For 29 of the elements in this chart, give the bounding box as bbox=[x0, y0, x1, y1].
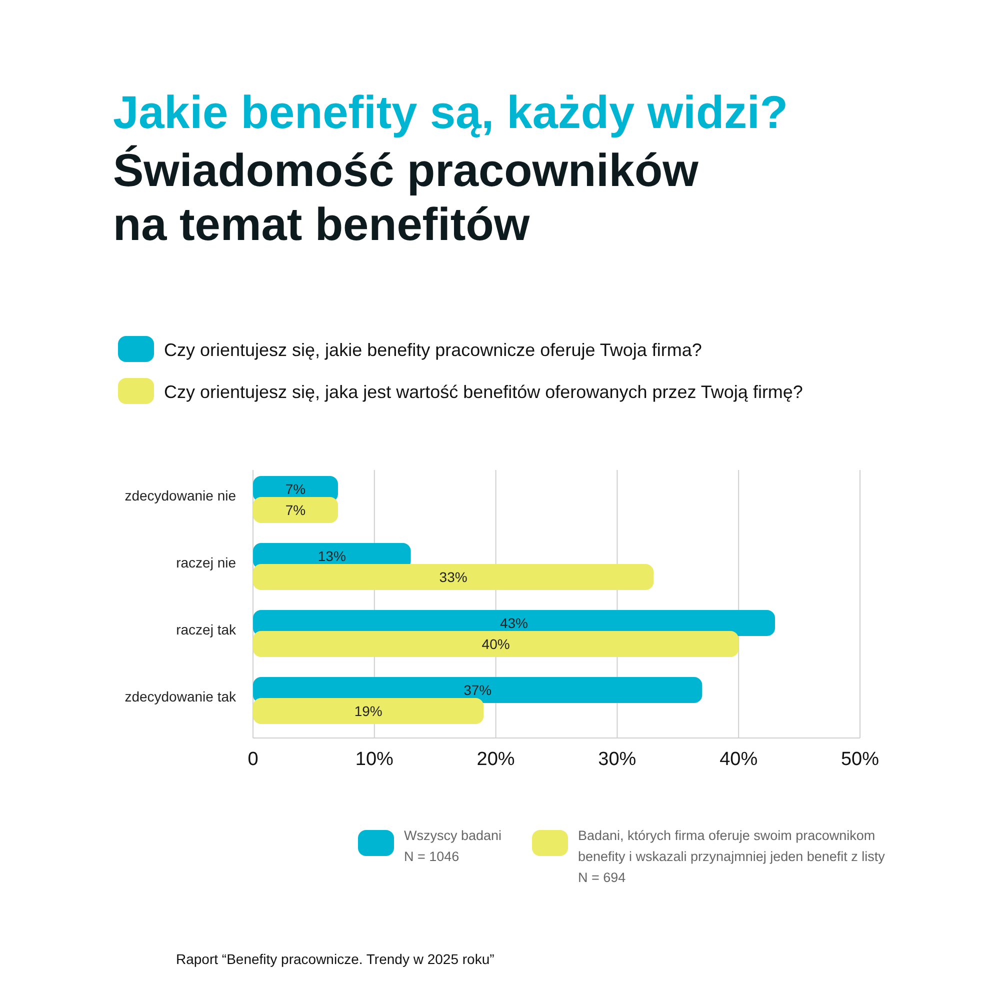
x-tick-label: 40% bbox=[720, 749, 758, 770]
data-label: 40% bbox=[482, 636, 510, 652]
y-tick-label: zdecydowanie tak bbox=[124, 688, 237, 704]
y-tick-label: raczej nie bbox=[176, 554, 236, 570]
chart-title: Jakie benefity są, każdy widzi? bbox=[113, 86, 788, 138]
legend-label: Czy orientujesz się, jakie benefity pracownicze oferuje Twoja firma? bbox=[164, 340, 702, 360]
y-tick-label: raczej tak bbox=[176, 622, 237, 638]
y-tick-label: zdecydowanie nie bbox=[124, 488, 236, 504]
data-label: 7% bbox=[285, 502, 306, 518]
legend-label: Czy orientujesz się, jaka jest wartość benefitów oferowanych przez Twoją firmę? bbox=[164, 382, 803, 402]
data-label: 13% bbox=[318, 548, 346, 564]
bar bbox=[253, 698, 484, 724]
x-tick-label: 30% bbox=[598, 749, 636, 770]
data-label: 37% bbox=[464, 682, 492, 698]
x-tick-label: 50% bbox=[840, 749, 880, 770]
bar bbox=[253, 631, 739, 657]
data-label: 7% bbox=[285, 481, 306, 497]
x-tick-label: 20% bbox=[476, 749, 515, 770]
chart-subtitle: Świadomość pracowników na temat benefitów bbox=[113, 144, 699, 250]
text: Raport “Benefity pracownicze. Trendy w 2025 roku” bbox=[176, 951, 495, 967]
x-tick-label: 0 bbox=[248, 749, 258, 770]
x-tick-label: 10% bbox=[355, 749, 394, 770]
data-label: 33% bbox=[439, 569, 468, 585]
bar bbox=[253, 497, 338, 523]
text: Badani, których firma oferuje swoim pracownikom benefity i wskazali przynajmniej jeden benefit z listy N = 694 bbox=[578, 828, 886, 885]
text: Wszyscy badani N = 1046 bbox=[404, 828, 502, 864]
bar bbox=[253, 564, 654, 590]
data-label: 19% bbox=[354, 703, 382, 719]
data-label: 43% bbox=[500, 615, 528, 631]
